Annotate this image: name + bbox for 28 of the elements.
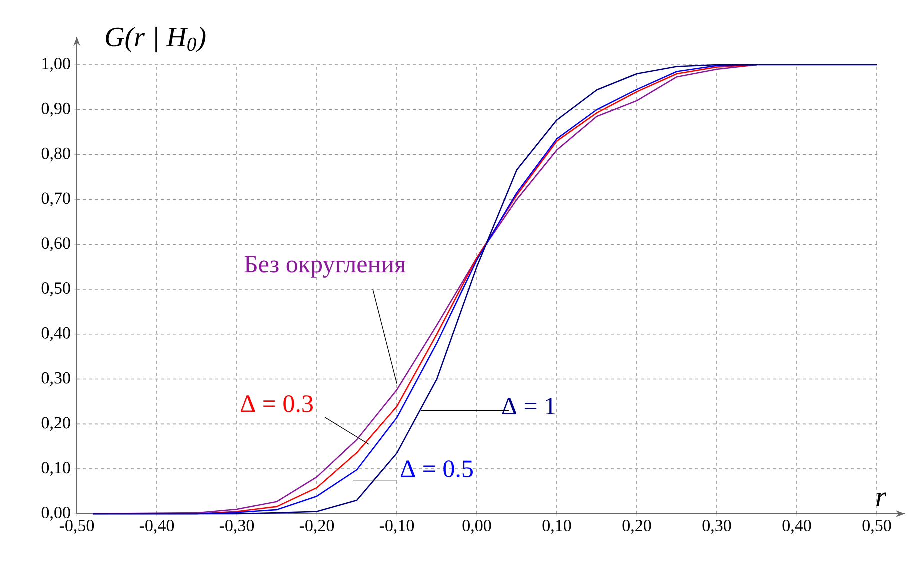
y-tick-label: 0,90 [42, 102, 70, 117]
x-tick-label: 0,30 [702, 520, 732, 534]
series-label: Δ = 0.5 [401, 460, 473, 478]
x-tick-label: -0,10 [380, 520, 414, 534]
text: Δ = 0.3 [241, 395, 313, 412]
x-tick-label: 0,50 [862, 520, 892, 534]
y-axis-title: G(r | H$_{0}$) [106, 27, 206, 52]
y-tick-label: 0,40 [42, 327, 70, 342]
y-tick-label: 0,00 [42, 507, 70, 521]
x-tick-label: -0,50 [60, 520, 94, 534]
y-tick-label: 0,50 [42, 282, 70, 296]
y-tick-label: 0,70 [42, 192, 70, 207]
x-axis-title: r [876, 492, 887, 506]
x-tick-label: -0,40 [140, 520, 174, 534]
x-tick-label: 0,20 [622, 520, 652, 534]
y-tick-label: 1,00 [42, 58, 70, 72]
y-tick-label: 0,10 [42, 462, 70, 476]
x-tick-label: -0,30 [220, 520, 254, 534]
y-tick-label: 0,30 [42, 372, 70, 386]
y-tick-label: 0,60 [42, 238, 70, 252]
y-tick-label: 0,80 [42, 148, 70, 162]
x-tick-label: 0,40 [782, 520, 812, 534]
x-tick-label: 0,10 [542, 520, 572, 534]
text: Без округления [244, 256, 406, 278]
y-tick-label: 0,20 [42, 417, 70, 432]
x-tick-label: 0,00 [462, 520, 492, 534]
x-tick-label: -0,20 [300, 520, 334, 534]
text: Δ = 1 [502, 398, 556, 414]
